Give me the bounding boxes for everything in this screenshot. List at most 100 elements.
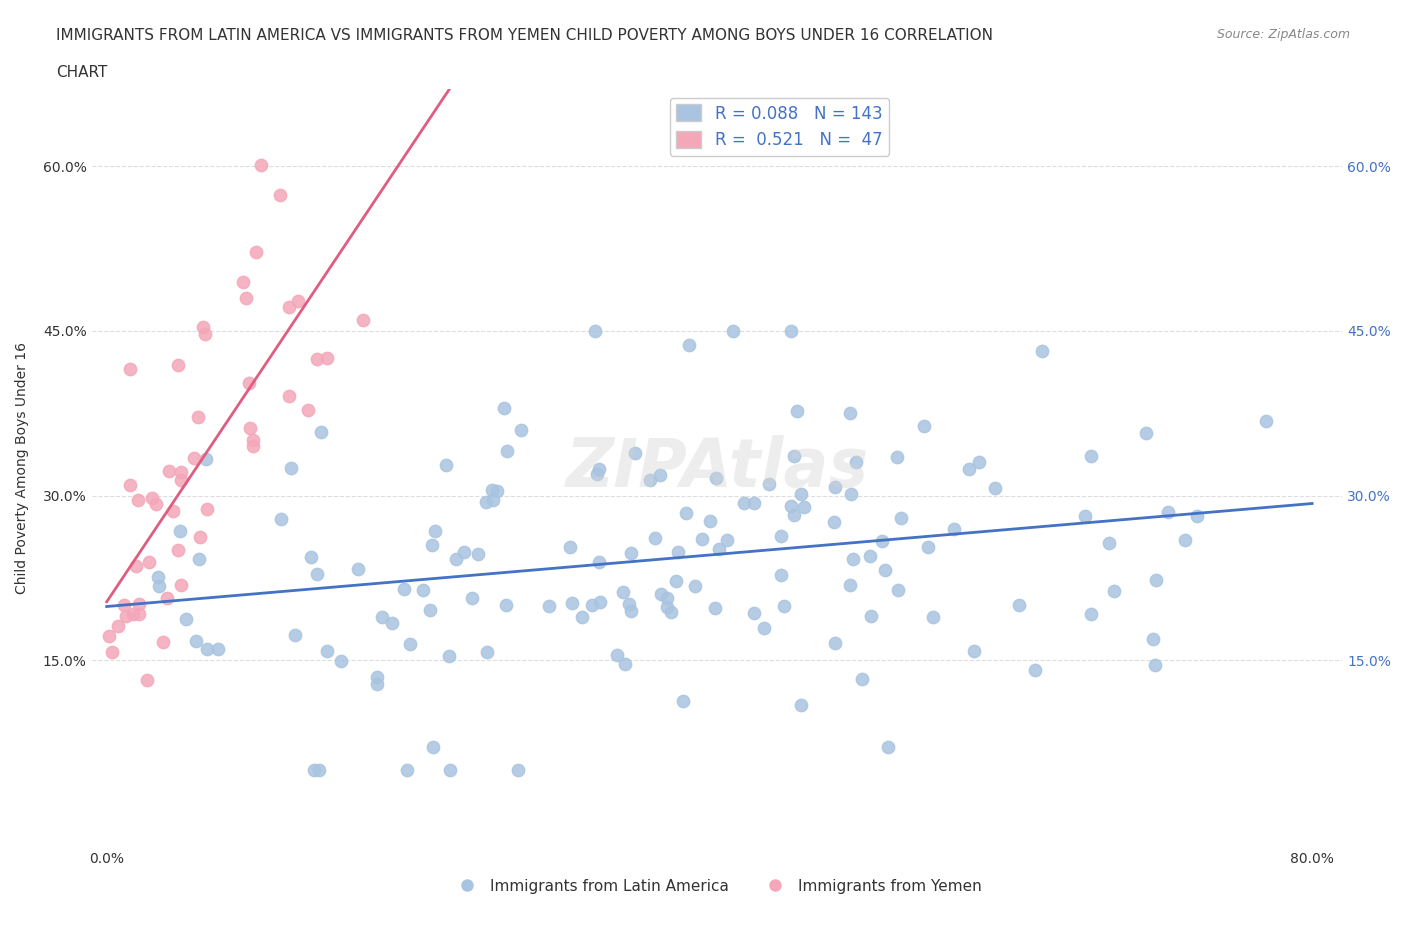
Point <box>588 461 610 476</box>
Point <box>613 657 636 671</box>
Point <box>315 351 337 365</box>
Point <box>145 497 167 512</box>
Point <box>195 642 218 657</box>
Point <box>620 546 643 561</box>
Point <box>420 538 443 552</box>
Point <box>183 450 205 465</box>
Point <box>912 418 935 433</box>
Point <box>235 291 257 306</box>
Point <box>245 245 267 259</box>
Point <box>127 493 149 508</box>
Point <box>666 544 689 559</box>
Point <box>704 471 727 485</box>
Point <box>475 644 498 659</box>
Point <box>437 648 460 663</box>
Point <box>277 299 299 314</box>
Point <box>561 596 583 611</box>
Point <box>963 644 986 658</box>
Point <box>845 455 868 470</box>
Point <box>699 514 721 529</box>
Point <box>1144 573 1167 588</box>
Point <box>823 514 845 529</box>
Point <box>366 676 388 691</box>
Point <box>1142 631 1164 646</box>
Point <box>170 578 193 592</box>
Point <box>280 460 302 475</box>
Point <box>886 450 908 465</box>
Point <box>121 606 143 621</box>
Point <box>839 486 862 501</box>
Point <box>112 597 135 612</box>
Point <box>704 600 727 615</box>
Point <box>644 530 666 545</box>
Point <box>558 540 581 555</box>
Point <box>152 634 174 649</box>
Point <box>316 644 339 658</box>
Point <box>283 628 305 643</box>
Point <box>773 599 796 614</box>
Point <box>620 604 643 618</box>
Point <box>467 546 489 561</box>
Point <box>606 647 628 662</box>
Point <box>583 324 606 339</box>
Point <box>783 448 806 463</box>
Point <box>783 508 806 523</box>
Point <box>162 504 184 519</box>
Point <box>1031 343 1053 358</box>
Point <box>752 621 775 636</box>
Point <box>742 496 765 511</box>
Point <box>242 439 264 454</box>
Point <box>957 462 980 477</box>
Point <box>444 551 467 566</box>
Point <box>758 477 780 492</box>
Point <box>422 739 444 754</box>
Point <box>612 584 634 599</box>
Point <box>838 578 860 592</box>
Point <box>475 495 498 510</box>
Point <box>1135 426 1157 441</box>
Point <box>790 487 813 502</box>
Point <box>146 569 169 584</box>
Point <box>115 609 138 624</box>
Point <box>537 599 560 614</box>
Point <box>683 578 706 593</box>
Point <box>366 669 388 684</box>
Point <box>859 608 882 623</box>
Point <box>581 598 603 613</box>
Text: Source: ZipAtlas.com: Source: ZipAtlas.com <box>1216 28 1350 41</box>
Point <box>188 551 211 566</box>
Point <box>917 539 939 554</box>
Point <box>419 603 441 618</box>
Y-axis label: Child Poverty Among Boys Under 16: Child Poverty Among Boys Under 16 <box>15 342 30 594</box>
Point <box>506 763 529 777</box>
Point <box>138 554 160 569</box>
Text: CHART: CHART <box>56 65 108 80</box>
Point <box>167 542 190 557</box>
Point <box>157 464 180 479</box>
Point <box>1098 536 1121 551</box>
Point <box>395 763 418 777</box>
Point <box>650 587 672 602</box>
Point <box>733 495 755 510</box>
Point <box>839 405 862 420</box>
Point <box>1143 658 1166 672</box>
Point <box>101 645 124 660</box>
Point <box>330 653 353 668</box>
Point <box>481 483 503 498</box>
Point <box>207 642 229 657</box>
Point <box>170 464 193 479</box>
Point <box>1080 449 1102 464</box>
Point <box>156 591 179 605</box>
Point <box>1008 597 1031 612</box>
Point <box>461 591 484 605</box>
Point <box>870 533 893 548</box>
Text: ZIPAtlas: ZIPAtlas <box>565 435 869 501</box>
Point <box>769 567 792 582</box>
Point <box>232 274 254 289</box>
Point <box>690 531 713 546</box>
Point <box>485 484 508 498</box>
Point <box>191 319 214 334</box>
Point <box>107 619 129 634</box>
Point <box>188 529 211 544</box>
Point <box>270 512 292 526</box>
